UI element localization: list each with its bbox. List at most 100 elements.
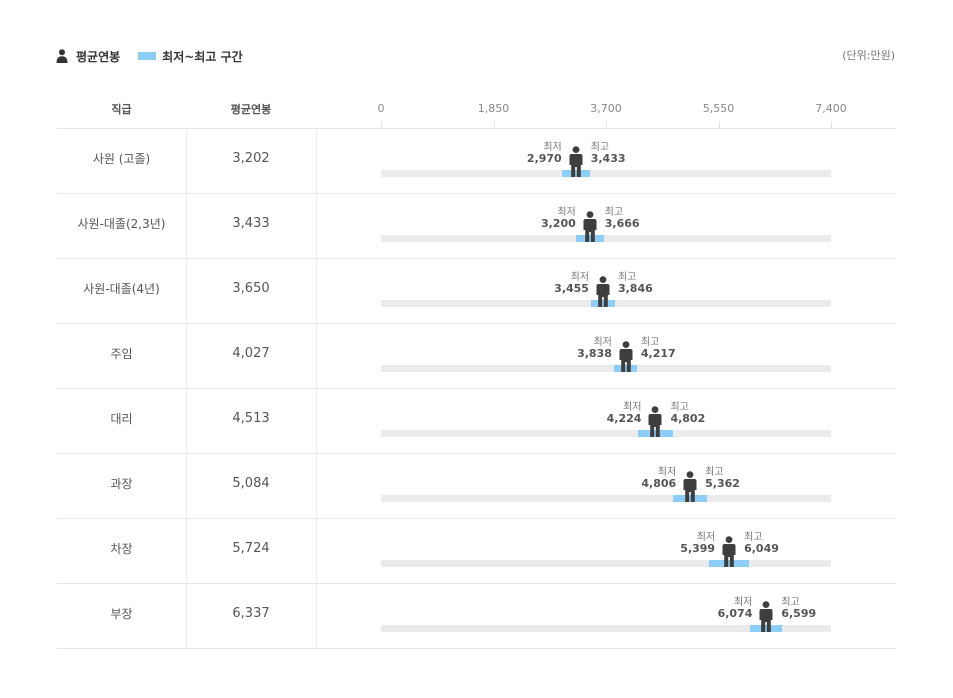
row-divider [57,128,896,129]
x-tick-label: 0 [377,102,385,115]
header-avg-salary: 평균연봉 [230,103,272,116]
grade-name: 사원 (고졸) [92,152,151,166]
avg-salary-value: 5,084 [232,476,270,491]
max-value-label: 6,599 [781,607,817,620]
legend-range-label: 최저~최고 구간 [162,49,243,64]
table-row: 주임 4,027 최저 3,838 최고 4,217 [57,323,896,388]
min-value-label: 4,806 [641,477,677,490]
min-value-label: 3,455 [554,282,589,295]
min-caption: 최저 [696,532,716,543]
max-value-label: 5,362 [705,477,740,490]
row-divider [57,258,896,259]
min-caption: 최저 [570,272,589,283]
row-divider [57,583,896,584]
person-icon [56,49,68,63]
min-caption: 최저 [623,402,642,413]
grade-name: 대리 [110,412,133,426]
row-divider [57,453,896,454]
avg-salary-value: 3,650 [232,281,270,296]
max-caption: 최고 [781,597,800,608]
min-caption: 최저 [593,337,612,348]
row-divider [57,193,896,194]
max-caption: 최고 [617,272,637,283]
column-divider [186,128,187,648]
range-track [381,495,831,502]
table-row: 과장 5,084 최저 4,806 최고 5,362 [57,453,896,518]
min-caption: 최저 [557,207,576,218]
avg-person-marker [683,471,697,502]
range-bar [614,365,638,372]
avg-salary-value: 5,724 [232,541,270,556]
max-caption: 최고 [640,337,660,348]
max-value-label: 4,217 [640,347,676,360]
table-row: 사원 (고졸) 3,202 최저 2,970 최고 3,433 [57,128,896,193]
max-value-label: 3,846 [617,282,653,295]
x-tick-mark [831,122,832,128]
table-row: 사원-대졸(2,3년) 3,433 최저 3,200 최고 3,666 [57,193,896,258]
min-value-label: 6,074 [717,607,753,620]
max-value-label: 4,802 [670,412,706,425]
x-tick-mark [606,122,607,128]
avg-salary-value: 3,433 [232,216,270,231]
avg-person-marker [648,406,662,437]
x-tick-label: 3,700 [590,102,622,115]
max-value-label: 6,049 [744,542,779,555]
avg-salary-value: 4,513 [232,411,270,426]
max-caption: 최고 [705,467,724,478]
max-caption: 최고 [670,402,689,413]
range-track [381,560,831,567]
x-tick-mark [381,122,382,128]
min-value-label: 2,970 [526,152,562,165]
x-tick-label: 7,400 [815,102,847,115]
legend-range-swatch [138,52,157,60]
max-value-label: 3,666 [604,217,640,230]
range-track [381,235,831,242]
avg-person-marker [759,601,773,632]
table-row: 부장 6,337 최저 6,074 최고 6,599 [57,583,896,648]
range-track [381,365,831,372]
avg-person-marker [583,211,597,242]
range-track [381,430,831,437]
min-value-label: 3,200 [540,217,576,230]
row-divider [57,323,896,324]
table-row: 대리 4,513 최저 4,224 최고 4,802 [57,388,896,453]
range-bar [673,495,708,502]
range-bar [637,430,673,437]
max-caption: 최고 [604,207,624,218]
range-track [381,170,831,177]
grade-name: 과장 [110,477,133,491]
avg-person-marker [619,341,633,372]
avg-salary-value: 4,027 [232,346,270,361]
avg-salary-value: 6,337 [232,606,270,621]
max-caption: 최고 [590,142,610,153]
grade-name: 사원-대졸(4년) [83,282,160,296]
x-tick-mark [718,122,720,128]
range-bar [591,300,615,307]
range-bar [709,560,749,567]
row-divider [57,518,896,519]
x-tick-label: 1,850 [477,102,510,115]
avg-person-marker [569,146,583,177]
table-row: 사원-대졸(4년) 3,650 최저 3,455 최고 3,846 [57,258,896,323]
row-divider [57,388,896,389]
min-caption: 최저 [543,142,562,153]
min-value-label: 4,224 [606,412,642,425]
range-track [381,625,831,632]
avg-salary-value: 3,202 [232,151,270,166]
range-bar [575,235,604,242]
table-row: 차장 5,724 최저 5,399 최고 6,049 [57,518,896,583]
grade-name: 차장 [110,542,133,556]
header-grade: 직급 [111,103,132,116]
unit-label: (단위:만원) [842,49,895,62]
range-bar [561,170,590,177]
max-value-label: 3,433 [590,152,626,165]
max-caption: 최고 [744,532,763,543]
x-tick-mark [493,122,495,128]
grade-name: 주임 [110,347,133,361]
grade-name: 부장 [110,607,133,621]
min-caption: 최저 [657,467,677,478]
min-caption: 최저 [733,597,753,608]
range-bar [750,625,783,632]
row-divider [57,648,896,649]
min-value-label: 3,838 [577,347,612,360]
